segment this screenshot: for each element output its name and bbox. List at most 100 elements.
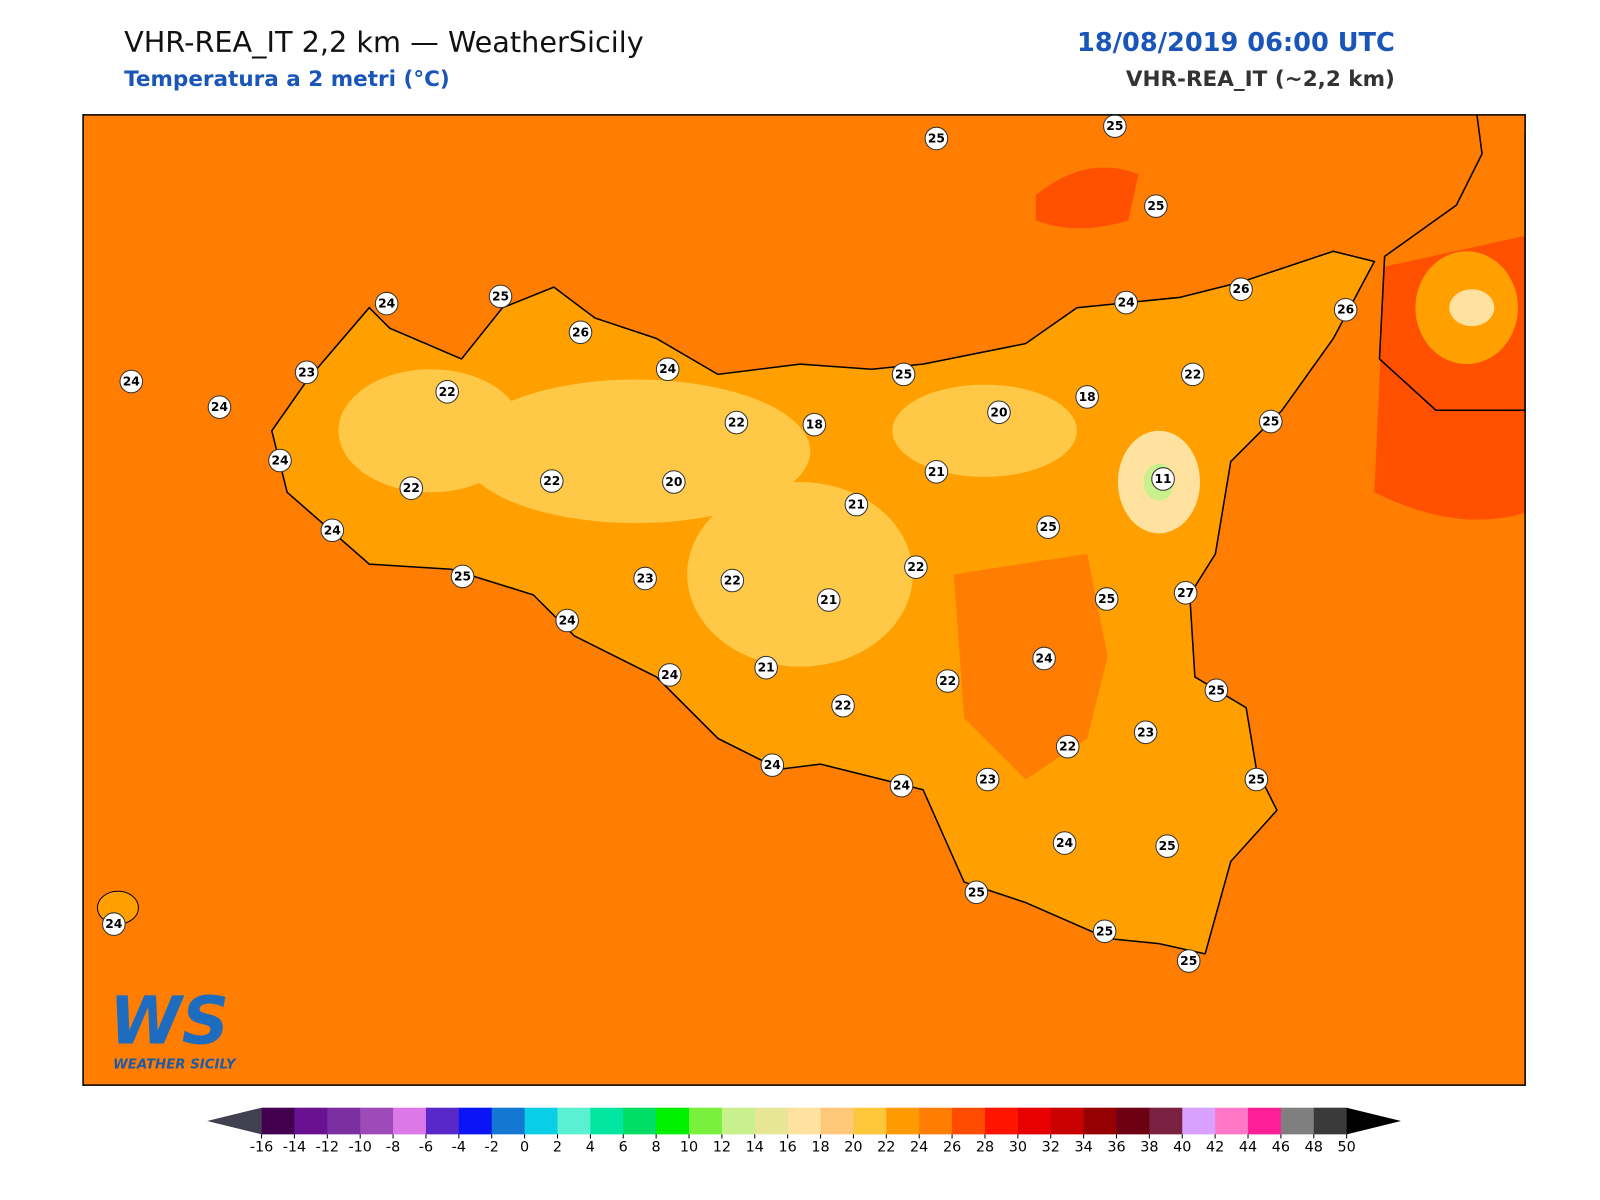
colorbar-tick-label: -8 <box>386 1140 400 1156</box>
station-marker <box>1052 831 1077 855</box>
colorbar-segment <box>294 1107 328 1135</box>
station: 25 <box>924 126 949 151</box>
station-marker <box>1075 385 1099 409</box>
station-marker <box>720 568 745 593</box>
colorbar-segment <box>1149 1107 1183 1135</box>
station-marker <box>1133 720 1158 745</box>
station-marker <box>1181 362 1205 387</box>
station: 21 <box>924 460 949 484</box>
colorbar: -16 -14 -12 -10 -8 -6 -4 -2 0 2 4 6 8 10 12 14 16 18 20 22 2… <box>207 1107 1402 1156</box>
station-value: 26 <box>1337 303 1354 317</box>
station-value: 21 <box>758 661 775 675</box>
station-value: 22 <box>439 385 456 399</box>
station-marker <box>816 588 841 612</box>
station-marker <box>831 693 855 718</box>
station-value: 25 <box>1098 592 1115 606</box>
colorbar-tick-label: 38 <box>1140 1140 1158 1156</box>
colorbar-segment <box>590 1107 624 1135</box>
station-marker <box>294 360 319 385</box>
station: 25 <box>1144 194 1168 218</box>
station: 23 <box>975 767 1000 792</box>
stations: 25 25 25 24 25 26 26 26 24 24 23 24 22 24 25 22 18 20 22 18… <box>102 114 1358 973</box>
station-marker <box>904 555 928 579</box>
station-marker <box>1204 678 1229 703</box>
colorbar-segment <box>656 1107 690 1135</box>
colorbar-tick-label: 44 <box>1239 1140 1257 1156</box>
station-marker <box>844 492 869 517</box>
colorbar-segment <box>524 1107 558 1135</box>
colorbar-tick-label: 26 <box>943 1140 961 1156</box>
colorbar-segment <box>458 1107 493 1135</box>
station-value: 24 <box>1036 651 1053 665</box>
colorbar-segment <box>491 1107 526 1135</box>
station-value: 18 <box>806 418 823 432</box>
station-marker <box>119 369 144 394</box>
colorbar-tick-label: 32 <box>1042 1140 1060 1156</box>
subtitle: Temperatura a 2 metri (°C) <box>124 67 450 92</box>
colorbar-tick-label: -2 <box>485 1140 499 1156</box>
station-value: 20 <box>665 475 682 489</box>
station-marker <box>539 469 564 493</box>
station-marker <box>555 608 579 633</box>
station-value: 25 <box>1180 954 1197 968</box>
station-value: 24 <box>123 375 140 389</box>
station-marker <box>1155 834 1179 858</box>
colorbar-tick-label: 24 <box>910 1140 928 1156</box>
station-value: 24 <box>659 362 676 376</box>
colorbar-tick-label: -12 <box>316 1140 339 1156</box>
station: 18 <box>802 412 827 437</box>
station: 24 <box>760 753 785 777</box>
colorbar-tick-label: -10 <box>348 1140 371 1156</box>
station-marker <box>1114 290 1138 315</box>
colorbar-segment <box>952 1107 986 1135</box>
warm-area <box>1035 167 1139 229</box>
station-marker <box>1151 467 1175 491</box>
colorbar-under <box>207 1107 262 1135</box>
station: 27 <box>1173 581 1198 605</box>
colorbar-tick-label: 18 <box>811 1140 829 1156</box>
station: 26 <box>1333 297 1358 322</box>
station-marker <box>889 773 914 798</box>
station-value: 22 <box>1184 367 1201 381</box>
station: 25 <box>1036 515 1060 539</box>
station-value: 24 <box>764 758 781 772</box>
station-value: 23 <box>979 772 996 786</box>
station-value: 24 <box>893 779 910 793</box>
station-value: 24 <box>211 400 228 414</box>
colorbar-tick-label: 22 <box>877 1140 895 1156</box>
station-value: 25 <box>928 131 945 145</box>
station-value: 20 <box>990 405 1007 419</box>
colorbar-segment <box>919 1107 953 1135</box>
colorbar-tick-label: -14 <box>283 1140 306 1156</box>
colorbar-segment <box>1083 1107 1118 1135</box>
station: 24 <box>1114 290 1138 315</box>
station-value: 23 <box>637 571 654 585</box>
station: 21 <box>816 588 841 612</box>
station-value: 25 <box>1248 772 1265 786</box>
station: 26 <box>1229 277 1253 302</box>
station: 24 <box>320 518 345 543</box>
station-marker <box>1176 949 1201 973</box>
station: 24 <box>1052 831 1077 855</box>
station-marker <box>207 395 232 419</box>
colorbar-tick-label: 10 <box>680 1140 698 1156</box>
station-marker <box>1092 919 1117 944</box>
colorbar-over <box>1346 1107 1402 1135</box>
colorbar-segment <box>360 1107 394 1135</box>
logo-caption: WEATHER SICILY <box>113 1058 237 1073</box>
station-value: 22 <box>403 481 420 495</box>
station-value: 24 <box>1056 836 1073 850</box>
station-value: 25 <box>1159 839 1176 853</box>
station: 22 <box>1055 734 1080 759</box>
colorbar-segment <box>425 1107 460 1135</box>
colorbar-tick-label: -4 <box>452 1140 466 1156</box>
colorbar-segment <box>623 1107 657 1135</box>
station-value: 25 <box>968 885 985 899</box>
model: VHR-REA_IT (~2,2 km) <box>1126 67 1395 92</box>
colorbar-tick-label: 16 <box>779 1140 797 1156</box>
station-value: 25 <box>1106 119 1123 133</box>
station-value: 22 <box>939 674 956 688</box>
station-marker <box>935 669 960 693</box>
station-marker <box>450 564 475 589</box>
